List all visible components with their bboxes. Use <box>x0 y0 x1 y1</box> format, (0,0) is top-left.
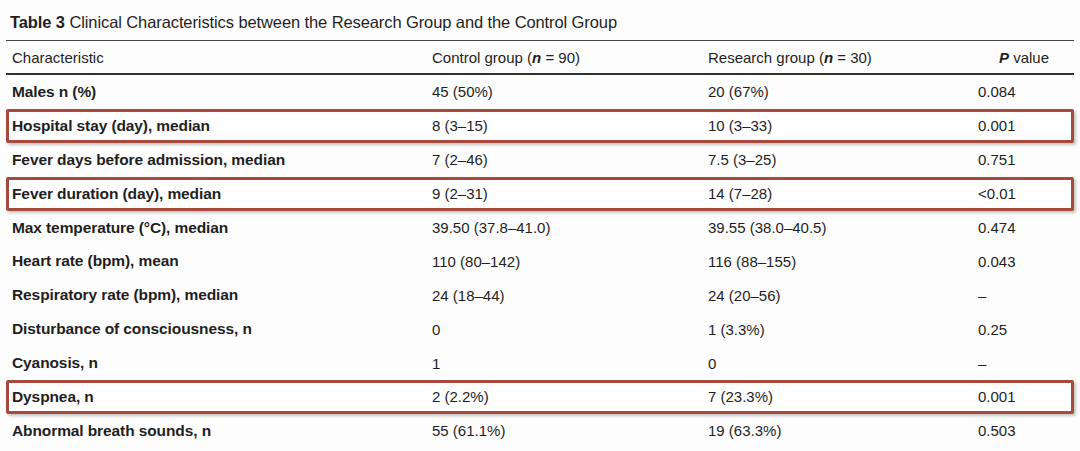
table-number-label: Table 3 <box>10 13 65 31</box>
table-row: Heart rate (bpm), mean 110 (80–142) 116 … <box>6 244 1074 278</box>
table-row-highlighted: Fever duration (day), median 9 (2–31) 14… <box>6 177 1074 211</box>
table-row-highlighted: Dyspnea, n 2 (2.2%) 7 (23.3%) 0.001 <box>6 380 1074 414</box>
row-p-value: 0.25 <box>978 321 1074 338</box>
header-research-n: n <box>824 49 833 66</box>
table-row: Males n (%) 45 (50%) 20 (67%) 0.084 <box>6 75 1074 109</box>
row-research-value: 14 (7–28) <box>708 185 978 202</box>
row-characteristic-label: Males n (%) <box>12 83 432 101</box>
row-characteristic-label: Cyanosis, n <box>12 354 432 372</box>
table-title-text: Clinical Characteristics between the Res… <box>65 13 617 31</box>
row-p-value: 0.001 <box>978 388 1071 405</box>
table-header-row: Characteristic Control group (n = 90) Re… <box>6 41 1074 75</box>
row-characteristic-label: Heart rate (bpm), mean <box>12 252 432 270</box>
table-row: Abnormal breath sounds, n 55 (61.1%) 19 … <box>6 414 1074 448</box>
row-research-value: 10 (3–33) <box>708 117 978 134</box>
row-p-value: 0.084 <box>978 83 1074 100</box>
header-control-prefix: Control group ( <box>432 49 532 66</box>
row-control-value: 110 (80–142) <box>432 253 708 270</box>
row-characteristic-label: Fever days before admission, median <box>12 151 432 169</box>
header-characteristic: Characteristic <box>12 49 432 66</box>
table-row: Respiratory rate (bpm), median 24 (18–44… <box>6 278 1074 312</box>
row-research-value: 39.55 (38.0–40.5) <box>708 219 978 236</box>
row-research-value: 1 (3.3%) <box>708 321 978 338</box>
row-characteristic-label: Fever duration (day), median <box>12 185 432 203</box>
row-research-value: 116 (88–155) <box>708 253 978 270</box>
header-p-italic: P <box>999 49 1009 66</box>
header-p-value: P value <box>978 49 1074 66</box>
row-research-value: 7 (23.3%) <box>708 388 978 405</box>
table-row-highlighted: Hospital stay (day), median 8 (3–15) 10 … <box>6 109 1074 143</box>
row-p-value: 0.503 <box>978 422 1074 439</box>
header-research-suffix: = 30) <box>833 49 872 66</box>
row-research-value: 20 (67%) <box>708 83 978 100</box>
row-p-value: – <box>978 355 1074 372</box>
row-control-value: 9 (2–31) <box>432 185 708 202</box>
header-control-n: n <box>532 49 541 66</box>
row-control-value: 1 <box>432 355 708 372</box>
row-control-value: 8 (3–15) <box>432 117 708 134</box>
row-control-value: 0 <box>432 321 708 338</box>
row-control-value: 45 (50%) <box>432 83 708 100</box>
row-characteristic-label: Respiratory rate (bpm), median <box>12 286 432 304</box>
row-characteristic-label: Dyspnea, n <box>12 388 432 406</box>
row-characteristic-label: Disturbance of consciousness, n <box>12 320 432 338</box>
table-row: Disturbance of consciousness, n 0 1 (3.3… <box>6 312 1074 346</box>
header-control-group: Control group (n = 90) <box>432 49 708 66</box>
row-p-value: 0.043 <box>978 253 1074 270</box>
row-control-value: 24 (18–44) <box>432 287 708 304</box>
row-research-value: 7.5 (3–25) <box>708 151 978 168</box>
table-title: Table 3 Clinical Characteristics between… <box>6 0 1074 41</box>
row-p-value: 0.001 <box>978 117 1071 134</box>
table-body: Males n (%) 45 (50%) 20 (67%) 0.084 Hosp… <box>6 75 1074 448</box>
row-characteristic-label: Abnormal breath sounds, n <box>12 422 432 440</box>
row-p-value: 0.474 <box>978 219 1074 236</box>
row-control-value: 2 (2.2%) <box>432 388 708 405</box>
row-characteristic-label: Max temperature (°C), median <box>12 219 432 237</box>
row-p-value: <0.01 <box>978 185 1071 202</box>
row-control-value: 7 (2–46) <box>432 151 708 168</box>
row-control-value: 55 (61.1%) <box>432 422 708 439</box>
row-control-value: 39.50 (37.8–41.0) <box>432 219 708 236</box>
row-p-value: – <box>978 287 1074 304</box>
table-row: Fever days before admission, median 7 (2… <box>6 143 1074 177</box>
row-research-value: 19 (63.3%) <box>708 422 978 439</box>
table-row: Cyanosis, n 1 0 – <box>6 346 1074 380</box>
row-characteristic-label: Hospital stay (day), median <box>12 117 432 135</box>
table-row: Max temperature (°C), median 39.50 (37.8… <box>6 211 1074 245</box>
row-p-value: 0.751 <box>978 151 1074 168</box>
clinical-characteristics-table: Table 3 Clinical Characteristics between… <box>0 0 1080 451</box>
header-control-suffix: = 90) <box>541 49 580 66</box>
header-research-group: Research group (n = 30) <box>708 49 978 66</box>
header-research-prefix: Research group ( <box>708 49 824 66</box>
header-p-rest: value <box>1009 49 1049 66</box>
row-research-value: 0 <box>708 355 978 372</box>
row-research-value: 24 (20–56) <box>708 287 978 304</box>
